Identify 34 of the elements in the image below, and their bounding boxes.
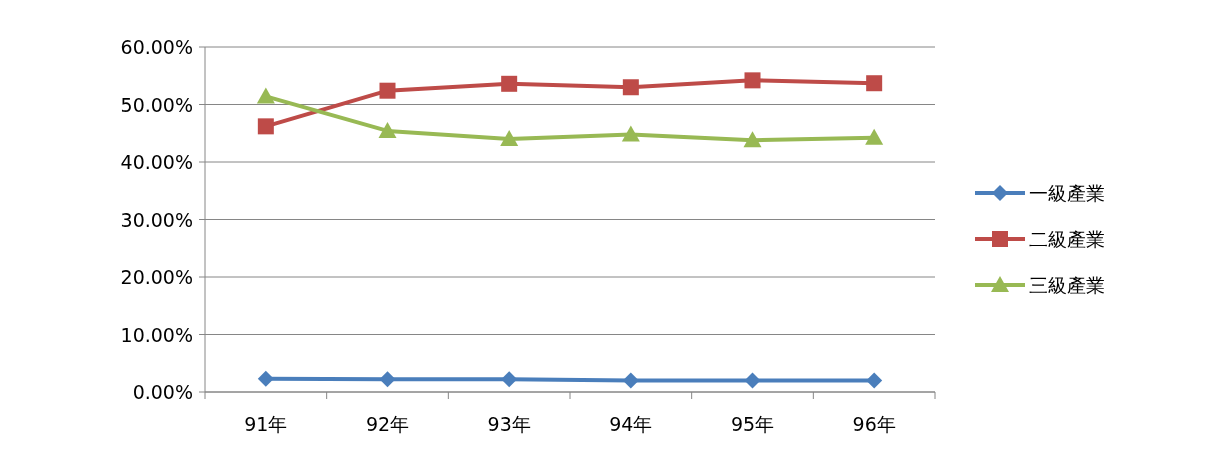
point bbox=[378, 121, 397, 138]
point bbox=[501, 75, 518, 92]
legend-label: 三級產業 bbox=[1029, 274, 1105, 296]
y-tick-label: 30.00% bbox=[120, 208, 193, 231]
legend-label: 二級產業 bbox=[1029, 228, 1105, 250]
point bbox=[865, 128, 884, 145]
y-tick-label: 10.00% bbox=[120, 323, 193, 346]
x-tick-label: 95年 bbox=[730, 413, 775, 435]
point bbox=[744, 372, 761, 389]
legend-label: 一級產業 bbox=[1029, 182, 1105, 204]
x-tick-label: 93年 bbox=[487, 413, 531, 435]
x-tick-label: 96年 bbox=[852, 413, 896, 435]
point bbox=[379, 371, 396, 388]
point bbox=[621, 125, 640, 142]
y-tick-label: 50.00% bbox=[120, 93, 193, 116]
point bbox=[866, 75, 883, 92]
y-tick-label: 20.00% bbox=[120, 266, 193, 288]
point bbox=[744, 72, 761, 89]
point bbox=[256, 87, 275, 104]
point bbox=[500, 130, 519, 146]
point bbox=[501, 371, 518, 388]
point bbox=[257, 118, 274, 135]
point bbox=[622, 79, 639, 96]
x-tick-label: 91年 bbox=[244, 413, 288, 435]
x-tick-label: 92年 bbox=[365, 413, 410, 435]
point bbox=[622, 372, 639, 389]
y-tick-label: 60.00% bbox=[120, 36, 193, 58]
point bbox=[743, 131, 762, 148]
x-tick-label: 94年 bbox=[609, 413, 653, 435]
point bbox=[379, 82, 396, 99]
point bbox=[866, 372, 883, 389]
y-tick-label: 40.00% bbox=[120, 151, 193, 173]
point bbox=[257, 370, 274, 387]
y-tick-label: 0.00% bbox=[132, 381, 193, 403]
